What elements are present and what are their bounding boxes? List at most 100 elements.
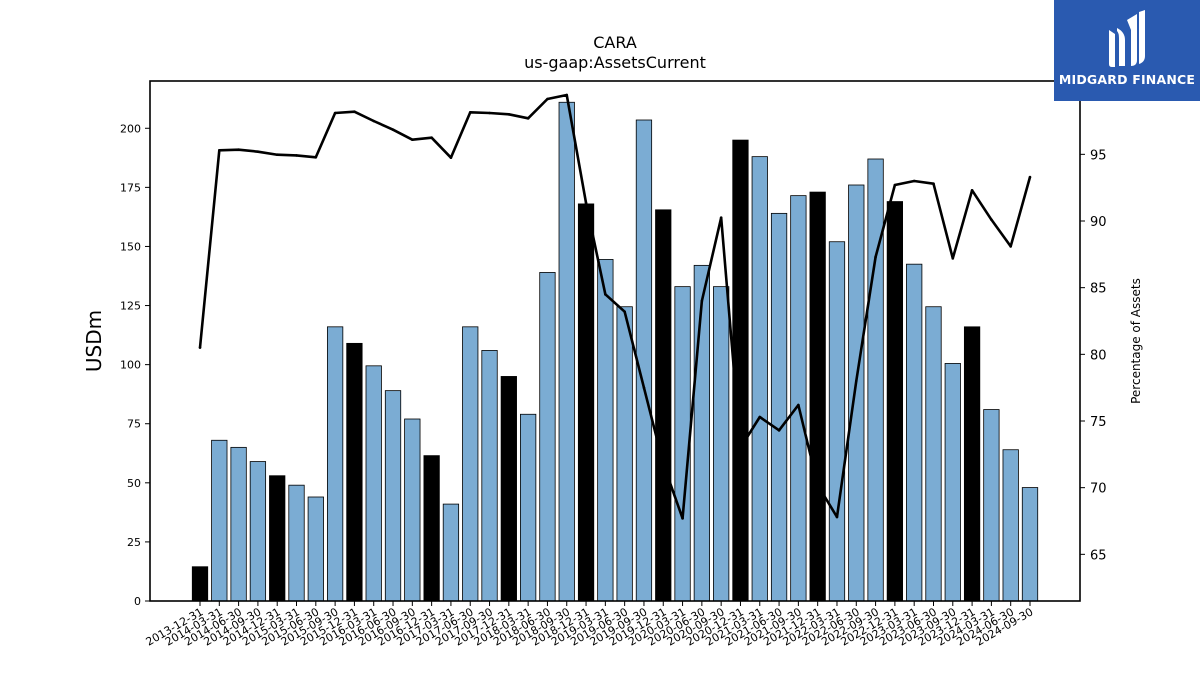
chart-subtitle: us-gaap:AssetsCurrent: [524, 53, 706, 72]
bar-2020-06-30: [693, 264, 710, 602]
line-point-2016-03-31: [372, 119, 376, 123]
chart-title: CARA: [593, 33, 637, 52]
line-point-2017-09-30: [488, 111, 491, 115]
logo-name: MIDGARD FINANCE: [1058, 72, 1196, 87]
line-point-2016-06-30: [391, 128, 395, 131]
bar-2022-09-30: [867, 158, 884, 602]
y-tick-label-50: 50: [127, 477, 141, 490]
midgard-finance-logo: MIDGARD FINANCE: [1054, 0, 1200, 101]
bar-2020-09-30: [713, 286, 730, 602]
y-tick-label-25: 25: [127, 536, 141, 549]
bar-2014-09-30: [249, 461, 267, 602]
bar-2015-09-30: [326, 326, 344, 602]
line-point-2022-06-30: [854, 379, 858, 383]
line-point-2015-12-31: [353, 110, 356, 113]
line-point-2017-03-31: [449, 156, 453, 159]
y2-tick-label-90: 90: [1090, 215, 1107, 230]
line-point-2016-09-30: [411, 138, 414, 141]
bar-2022-03-31: [828, 241, 846, 602]
line-point-2017-06-30: [468, 111, 472, 114]
bar-2015-03-31: [288, 484, 305, 602]
line-point-2015-03-31: [295, 154, 298, 157]
line-point-2018-06-30: [546, 97, 549, 101]
y-tick-label-175: 175: [120, 181, 141, 194]
line-point-2014-12-31: [275, 153, 279, 157]
line-point-2013-12-31: [198, 346, 202, 349]
line-point-2020-12-31: [739, 446, 742, 449]
bar-2016-06-30: [384, 390, 402, 602]
y-tick-label-150: 150: [120, 240, 141, 253]
line-point-2023-03-31: [912, 179, 916, 183]
percentage-line-series: [198, 93, 1032, 520]
y2-axis-label: Percentage of Assets: [1129, 278, 1143, 404]
line-point-2014-06-30: [237, 148, 240, 151]
bar-2017-06-30: [462, 326, 479, 602]
bar-2023-09-30: [944, 363, 961, 602]
line-point-2022-12-31: [893, 183, 897, 187]
bar-2014-12-31: [269, 475, 286, 602]
line-point-2014-09-30: [256, 150, 260, 153]
line-point-2019-09-30: [642, 386, 646, 389]
bar-2021-09-30: [790, 195, 807, 602]
line-point-2014-03-31: [218, 149, 221, 152]
bar-2023-03-31: [906, 263, 923, 602]
line-point-2019-12-31: [661, 462, 665, 465]
y-tick-label-0: 0: [134, 595, 141, 608]
line-point-2023-12-31: [970, 189, 974, 192]
bars: [191, 101, 1039, 602]
bar-2014-03-31: [211, 439, 228, 602]
y2-tick-label-65: 65: [1090, 548, 1107, 563]
bar-2015-06-30: [307, 496, 324, 602]
percentage-line: [198, 93, 1032, 520]
line-point-2021-03-31: [758, 415, 762, 419]
y-tick-label-200: 200: [120, 122, 141, 135]
line-point-2018-12-31: [584, 201, 588, 205]
y2-tick-label-85: 85: [1090, 282, 1107, 297]
bar-2014-06-30: [230, 446, 247, 602]
y2-tick-label-80: 80: [1090, 348, 1107, 363]
bar-2016-12-31: [423, 455, 440, 602]
line-point-2017-12-31: [507, 113, 511, 116]
bar-2024-06-30: [1002, 449, 1019, 602]
y-tick-label-100: 100: [120, 359, 141, 372]
midgard-logo-mark-icon: [1109, 10, 1145, 67]
bar-2018-12-31: [577, 203, 595, 602]
bar-2024-03-31: [983, 409, 1000, 602]
bar-2021-06-30: [770, 212, 788, 602]
bar-2021-03-31: [751, 156, 768, 602]
bar-2018-09-30: [558, 101, 575, 602]
line-point-2019-06-30: [623, 310, 626, 313]
bar-2019-06-30: [616, 306, 633, 602]
bar-2022-12-31: [886, 201, 903, 602]
bar-2019-03-31: [597, 259, 614, 602]
line-point-2023-06-30: [932, 182, 935, 185]
bar-2016-03-31: [365, 365, 382, 602]
line-point-2020-03-31: [681, 517, 684, 520]
line-point-2018-03-31: [526, 117, 530, 120]
y-tick-label-125: 125: [120, 300, 141, 313]
line-point-2018-09-30: [565, 93, 569, 97]
line-point-2020-09-30: [719, 216, 723, 219]
line-point-2023-09-30: [951, 257, 955, 260]
bar-2017-03-31: [442, 503, 460, 602]
bar-2018-03-31: [520, 413, 537, 602]
line-point-2015-06-30: [314, 155, 318, 159]
y2-tick-label-75: 75: [1090, 415, 1107, 430]
line-point-2024-09-30: [1028, 175, 1032, 179]
line-point-2020-06-30: [700, 299, 704, 303]
y-tick-label-75: 75: [127, 418, 141, 431]
bar-2021-12-31: [809, 191, 826, 602]
line-point-2016-12-31: [430, 136, 433, 139]
line-point-2024-03-31: [990, 218, 993, 221]
line-point-2015-09-30: [333, 111, 337, 115]
line-point-2022-03-31: [835, 515, 839, 519]
line-point-2019-03-31: [604, 293, 607, 296]
y2-tick-label-95: 95: [1090, 148, 1107, 163]
y2-tick-label-70: 70: [1090, 482, 1107, 497]
bar-2024-09-30: [1021, 487, 1039, 602]
line-point-2021-09-30: [797, 403, 800, 407]
bar-2018-06-30: [539, 272, 556, 602]
bar-2015-12-31: [346, 342, 363, 602]
bar-2017-09-30: [481, 350, 498, 602]
